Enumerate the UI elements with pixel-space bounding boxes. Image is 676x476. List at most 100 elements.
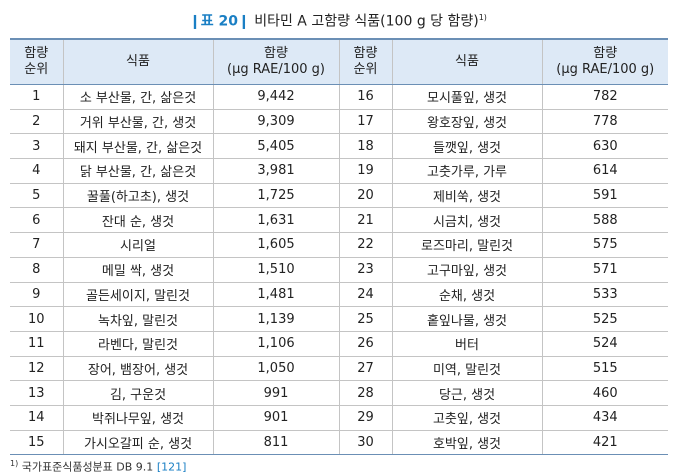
header-amount-line2: (μg RAE/100 g) (227, 62, 325, 77)
amount-cell: 1,725 (212, 183, 339, 209)
food-cell: 김, 구운것 (62, 380, 213, 406)
table-row: 6 잔대 순, 생것 1,631 21 시금치, 생것 588 (10, 207, 668, 234)
table-header-row: 함량 순위 식품 함량 (μg RAE/100 g) 함량 순위 식품 함량 (… (10, 38, 668, 85)
food-cell: 돼지 부산물, 간, 삶은것 (62, 133, 213, 160)
rank-cell: 28 (338, 380, 392, 406)
rank-cell: 4 (10, 158, 63, 184)
rank-cell: 17 (338, 109, 392, 135)
amount-cell: 460 (541, 380, 668, 406)
rank-cell: 27 (338, 356, 392, 382)
rank-cell: 14 (10, 405, 63, 431)
amount-cell: 1,631 (212, 207, 339, 234)
table-row: 15 가시오갈피 순, 생것 811 30 호박잎, 생것 421 (10, 430, 668, 456)
amount-cell: 1,605 (212, 232, 339, 258)
vitamin-a-table: 함량 순위 식품 함량 (μg RAE/100 g) 함량 순위 식품 함량 (… (10, 38, 668, 456)
table-row: 11 라벤다, 말린것 1,106 26 버터 524 (10, 331, 668, 357)
rank-cell: 26 (338, 331, 392, 357)
food-cell: 소 부산물, 간, 삶은것 (62, 84, 213, 110)
amount-cell: 515 (541, 356, 668, 382)
footnote-reference: [121] (156, 460, 187, 474)
footnote: 1) 국가표준식품성분표 DB 9.1 [121] (10, 456, 186, 476)
header-amount: 함량 (μg RAE/100 g) (541, 38, 668, 85)
food-cell: 닭 부산물, 간, 삶은것 (62, 158, 213, 184)
amount-cell: 1,510 (212, 257, 339, 283)
food-cell: 버터 (391, 331, 542, 357)
rank-cell: 1 (10, 84, 63, 110)
header-food: 식품 (62, 38, 213, 85)
amount-cell: 533 (541, 282, 668, 308)
rank-cell: 11 (10, 331, 63, 357)
amount-cell: 811 (212, 430, 339, 456)
food-cell: 고춧가루, 가루 (391, 158, 542, 184)
rank-cell: 23 (338, 257, 392, 283)
footnote-mark: 1) (10, 459, 19, 468)
food-cell: 들깻잎, 생것 (391, 133, 542, 160)
food-cell: 미역, 말린것 (391, 356, 542, 382)
amount-cell: 434 (541, 405, 668, 431)
rank-cell: 15 (10, 430, 63, 456)
table-row: 9 골든세이지, 말린것 1,481 24 순채, 생것 533 (10, 282, 668, 308)
food-cell: 거위 부산물, 간, 생것 (62, 109, 213, 135)
header-rank-line1: 함량 (353, 46, 378, 61)
food-cell: 시리얼 (62, 232, 213, 258)
rank-cell: 7 (10, 232, 63, 258)
table-number-label: ❙표 20❙ (189, 13, 250, 30)
rank-cell: 13 (10, 380, 63, 406)
food-cell: 고구마잎, 생것 (391, 257, 542, 283)
food-cell: 잔대 순, 생것 (62, 207, 213, 234)
table-row: 13 김, 구운것 991 28 당근, 생것 460 (10, 380, 668, 406)
food-cell: 홑잎나물, 생것 (391, 306, 542, 332)
amount-cell: 1,106 (212, 331, 339, 357)
food-cell: 고춧잎, 생것 (391, 405, 542, 431)
table-caption: ❙표 20❙ 비타민 A 고함량 식품(100 g 당 함량)1) (0, 8, 676, 32)
amount-cell: 614 (541, 158, 668, 184)
rank-cell: 18 (338, 133, 392, 160)
amount-cell: 571 (541, 257, 668, 283)
food-cell: 메밀 싹, 생것 (62, 257, 213, 283)
rank-cell: 3 (10, 133, 63, 160)
amount-cell: 524 (541, 331, 668, 357)
amount-cell: 1,139 (212, 306, 339, 332)
amount-cell: 575 (541, 232, 668, 258)
table-row: 14 박쥐나무잎, 생것 901 29 고춧잎, 생것 434 (10, 405, 668, 431)
table-row: 7 시리얼 1,605 22 로즈마리, 말린것 575 (10, 232, 668, 258)
amount-cell: 588 (541, 207, 668, 234)
header-rank-line2: 순위 (353, 62, 378, 77)
rank-cell: 30 (338, 430, 392, 456)
food-cell: 장어, 뱀장어, 생것 (62, 356, 213, 382)
amount-cell: 5,405 (212, 133, 339, 160)
amount-cell: 630 (541, 133, 668, 160)
amount-cell: 1,481 (212, 282, 339, 308)
rank-cell: 22 (338, 232, 392, 258)
food-cell: 호박잎, 생것 (391, 430, 542, 456)
table-row: 5 꿀풀(하고초), 생것 1,725 20 제비쑥, 생것 591 (10, 183, 668, 209)
food-cell: 모시풀잎, 생것 (391, 84, 542, 110)
rank-cell: 21 (338, 207, 392, 234)
food-cell: 시금치, 생것 (391, 207, 542, 234)
food-cell: 녹차잎, 말린것 (62, 306, 213, 332)
rank-cell: 8 (10, 257, 63, 283)
header-amount: 함량 (μg RAE/100 g) (212, 38, 339, 85)
rank-cell: 20 (338, 183, 392, 209)
amount-cell: 1,050 (212, 356, 339, 382)
caption-footnote-mark: 1) (478, 13, 487, 22)
rank-cell: 6 (10, 207, 63, 234)
amount-cell: 991 (212, 380, 339, 406)
amount-cell: 782 (541, 84, 668, 110)
food-cell: 꿀풀(하고초), 생것 (62, 183, 213, 209)
food-cell: 가시오갈피 순, 생것 (62, 430, 213, 456)
rank-cell: 19 (338, 158, 392, 184)
rank-cell: 25 (338, 306, 392, 332)
rank-cell: 12 (10, 356, 63, 382)
rank-cell: 10 (10, 306, 63, 332)
food-cell: 순채, 생것 (391, 282, 542, 308)
header-amount-line2: (μg RAE/100 g) (556, 62, 655, 77)
table-row: 8 메밀 싹, 생것 1,510 23 고구마잎, 생것 571 (10, 257, 668, 283)
table-row: 12 장어, 뱀장어, 생것 1,050 27 미역, 말린것 515 (10, 356, 668, 382)
amount-cell: 421 (541, 430, 668, 456)
food-cell: 박쥐나무잎, 생것 (62, 405, 213, 431)
food-cell: 골든세이지, 말린것 (62, 282, 213, 308)
